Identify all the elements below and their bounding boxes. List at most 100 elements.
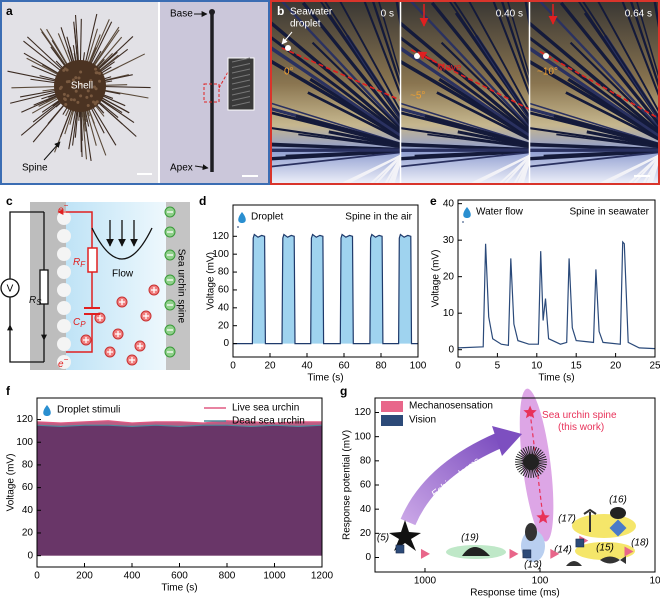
highlight-point xyxy=(536,510,550,524)
pore xyxy=(57,355,71,369)
spine xyxy=(501,2,529,87)
y-tick-label: 80 xyxy=(360,455,372,466)
panel-label: d xyxy=(199,194,206,208)
echinoderm-arrow xyxy=(400,432,504,526)
legend-label: Droplet xyxy=(251,212,283,223)
shell-texture xyxy=(71,85,75,89)
urchin-shell xyxy=(54,60,106,112)
x-tick-label: 100 xyxy=(410,361,427,372)
spine xyxy=(492,2,529,96)
resistor-red xyxy=(87,247,98,273)
label-apex: Apex xyxy=(170,163,193,174)
label-base: Base xyxy=(170,9,193,20)
label-rf-small: F xyxy=(80,260,86,269)
plot-frame xyxy=(374,397,656,573)
y-tick-label: 10 xyxy=(443,308,455,319)
inset-texture xyxy=(231,90,251,96)
arrow xyxy=(194,164,209,171)
spine xyxy=(324,2,400,119)
echinoderm-arrowhead xyxy=(492,426,522,456)
label-shell: Shell xyxy=(71,81,93,92)
frame xyxy=(272,2,400,183)
reference: (14) xyxy=(554,545,572,556)
shell-texture xyxy=(85,95,89,99)
y-tick-label: 30 xyxy=(443,235,455,246)
label-electron: e− xyxy=(58,201,69,216)
shell-texture xyxy=(65,80,69,84)
reference: (17) xyxy=(558,514,576,525)
pore xyxy=(57,229,71,243)
reference: (15) xyxy=(596,543,614,554)
eye-icon xyxy=(609,519,627,537)
series-line xyxy=(233,233,418,345)
spine xyxy=(530,47,658,137)
point xyxy=(509,548,519,559)
arrow xyxy=(281,31,293,45)
spine xyxy=(401,21,529,134)
spine xyxy=(328,130,400,148)
inset-texture xyxy=(231,63,251,68)
spine xyxy=(530,151,658,168)
legend-label: Mechanosensation xyxy=(409,401,493,412)
icon-zone xyxy=(575,542,635,560)
spine xyxy=(401,102,529,145)
spine xyxy=(272,151,400,168)
label-rs-base: R xyxy=(29,295,36,306)
snail-icon xyxy=(610,507,626,519)
spine-base xyxy=(209,9,215,15)
spine xyxy=(453,2,529,119)
pore xyxy=(57,247,71,261)
y-tick-label: 0 xyxy=(27,550,33,561)
spine xyxy=(272,36,400,136)
spine xyxy=(597,2,658,112)
time-label: 0.40 s xyxy=(496,9,523,20)
shell-texture xyxy=(86,103,90,107)
shell-texture xyxy=(58,86,62,90)
y-tick-label: 40 xyxy=(22,505,34,516)
shell-texture xyxy=(94,67,98,71)
spine xyxy=(363,2,400,96)
crab-icon xyxy=(566,561,582,566)
drop-icon xyxy=(238,212,246,223)
label-flow: Flow xyxy=(112,269,134,280)
x-tick-label: 60 xyxy=(338,361,350,372)
spine xyxy=(311,41,400,130)
red-arrow xyxy=(417,51,437,63)
spine-light xyxy=(520,157,529,183)
spine xyxy=(530,59,658,140)
x-tick-label: 25 xyxy=(649,361,660,372)
label-electron-small: − xyxy=(64,355,69,364)
spine xyxy=(507,2,529,78)
y-tick-label: 80 xyxy=(218,267,230,278)
label-rs-small: S xyxy=(36,298,42,307)
angle-ref xyxy=(410,49,529,110)
spine xyxy=(272,59,400,140)
legend-label: Vision xyxy=(409,415,436,426)
spine xyxy=(295,114,400,146)
y-tick-label: 0 xyxy=(365,552,371,563)
urchin-icon xyxy=(523,454,539,470)
pore xyxy=(57,319,71,333)
point xyxy=(624,546,634,557)
y-tick-label: 0 xyxy=(223,338,229,349)
x-tick-label: 600 xyxy=(171,571,188,582)
plot-frame xyxy=(457,199,656,358)
spine xyxy=(436,91,529,141)
flow-curve xyxy=(91,227,153,260)
panel-label: e xyxy=(430,194,437,208)
shell-texture xyxy=(95,100,99,104)
spine xyxy=(567,77,658,139)
spine xyxy=(556,133,658,149)
shell-texture xyxy=(93,102,97,106)
panel-label: f xyxy=(6,384,11,398)
y-tick-label: 100 xyxy=(212,249,229,260)
shell-texture xyxy=(86,89,90,93)
x-tick-label: 10 xyxy=(531,361,543,372)
drop-icon xyxy=(43,405,51,416)
label-droplet: Seawater xyxy=(290,7,333,18)
label-electron-base: e xyxy=(58,359,64,370)
annotation: Spine in seawater xyxy=(570,207,650,218)
spine xyxy=(438,77,529,139)
